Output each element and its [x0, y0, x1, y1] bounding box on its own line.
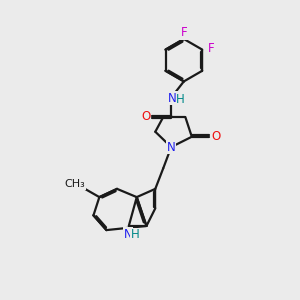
Text: N: N — [167, 141, 176, 154]
Text: H: H — [131, 228, 140, 241]
Text: H: H — [176, 93, 185, 106]
Text: N: N — [124, 228, 133, 241]
Text: O: O — [141, 110, 151, 123]
Text: F: F — [208, 42, 214, 55]
Text: N: N — [168, 92, 177, 105]
Text: CH₃: CH₃ — [64, 179, 85, 189]
Text: O: O — [211, 130, 220, 143]
Text: F: F — [181, 26, 188, 39]
